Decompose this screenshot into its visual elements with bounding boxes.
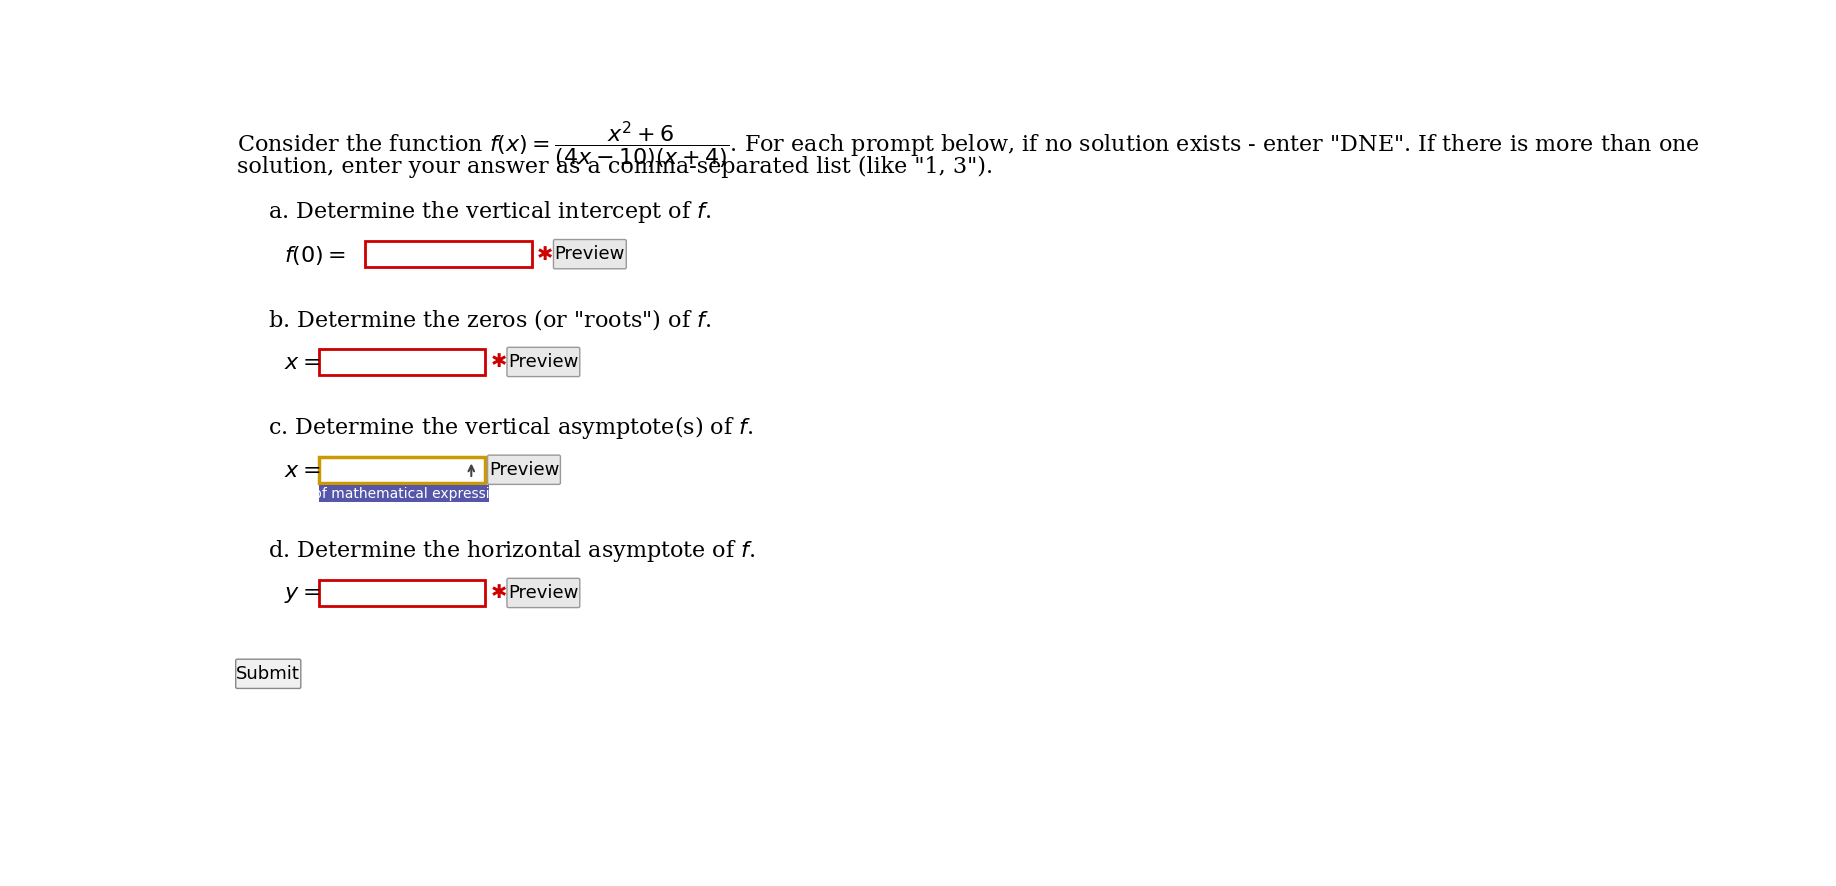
Text: Preview: Preview	[509, 353, 578, 371]
Text: Preview: Preview	[554, 245, 624, 263]
Text: b. Determine the zeros (or "roots") of $f$.: b. Determine the zeros (or "roots") of $…	[268, 307, 711, 331]
Text: $x = $: $x = $	[285, 352, 319, 374]
Bar	[319, 486, 488, 502]
Text: Enter a list of mathematical expressions [more..]: Enter a list of mathematical expressions…	[233, 486, 575, 501]
Text: ✱: ✱	[538, 245, 553, 264]
Bar	[319, 579, 485, 606]
FancyBboxPatch shape	[507, 347, 580, 377]
Text: c. Determine the vertical asymptote(s) of $f$.: c. Determine the vertical asymptote(s) o…	[268, 415, 755, 441]
Text: Submit: Submit	[237, 664, 301, 683]
FancyBboxPatch shape	[553, 239, 626, 268]
Text: ✱: ✱	[490, 584, 507, 602]
FancyBboxPatch shape	[235, 659, 301, 688]
Text: Preview: Preview	[488, 461, 560, 478]
Bar	[365, 241, 532, 268]
FancyBboxPatch shape	[507, 579, 580, 608]
Text: $y = $: $y = $	[285, 583, 319, 605]
Text: $x = $: $x = $	[285, 460, 319, 482]
Bar	[319, 349, 485, 375]
FancyBboxPatch shape	[488, 455, 560, 485]
Bar	[319, 456, 485, 483]
Text: solution, enter your answer as a comma-separated list (like "1, 3").: solution, enter your answer as a comma-s…	[237, 156, 993, 178]
Text: $f(0) = $: $f(0) = $	[285, 245, 345, 268]
Text: ✱: ✱	[490, 353, 507, 371]
Text: Preview: Preview	[509, 584, 578, 602]
Text: a. Determine the vertical intercept of $f$.: a. Determine the vertical intercept of $…	[268, 198, 712, 225]
Text: d. Determine the horizontal asymptote of $f$.: d. Determine the horizontal asymptote of…	[268, 538, 756, 563]
Text: Consider the function $f(x) = \dfrac{x^2 + 6}{(4x - 10)(x + 4)}$. For each promp: Consider the function $f(x) = \dfrac{x^2…	[237, 120, 1700, 171]
